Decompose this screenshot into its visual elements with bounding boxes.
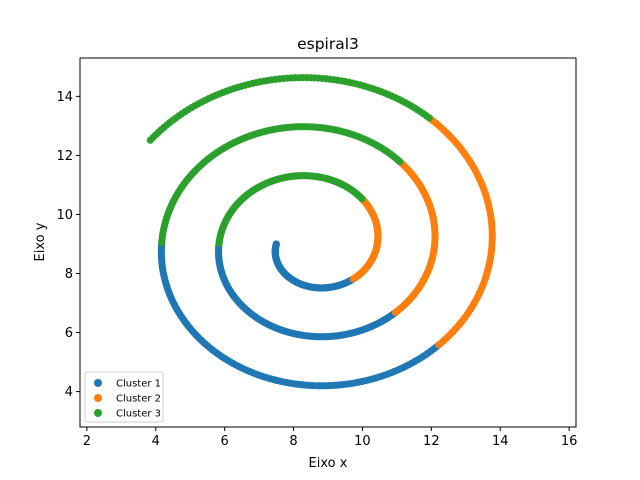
legend-label: Cluster 2 — [116, 394, 161, 405]
x-tick-label: 14 — [492, 434, 509, 449]
scatter-point — [158, 239, 166, 247]
series-2 — [349, 115, 496, 349]
legend-label: Cluster 3 — [116, 409, 161, 420]
y-axis-label: Eixo y — [33, 222, 48, 261]
scatter-points — [146, 74, 496, 390]
y-tick-label: 10 — [56, 208, 73, 223]
x-tick-label: 16 — [561, 434, 578, 449]
y-tick-label: 6 — [65, 326, 73, 341]
y-tick-label: 14 — [56, 90, 73, 105]
y-axis-ticks: 4 6 8 10 12 14 — [56, 90, 80, 400]
scatter-point — [215, 239, 223, 248]
series-1 — [157, 239, 443, 390]
x-tick-label: 2 — [83, 434, 91, 449]
x-tick-label: 6 — [221, 434, 229, 449]
x-tick-label: 12 — [423, 434, 440, 449]
legend-marker — [94, 379, 102, 387]
x-axis-ticks: 2 4 6 8 10 12 14 16 — [83, 427, 578, 449]
legend-marker — [94, 394, 102, 402]
x-tick-label: 8 — [289, 434, 297, 449]
y-tick-label: 4 — [65, 385, 73, 400]
legend: Cluster 1 Cluster 2 Cluster 3 — [84, 371, 164, 423]
scatter-point — [146, 136, 154, 144]
x-tick-label: 10 — [354, 434, 371, 449]
series-3 — [146, 74, 433, 248]
legend-marker — [94, 409, 102, 417]
y-tick-label: 8 — [65, 267, 73, 282]
legend-box — [84, 371, 164, 423]
x-tick-label: 4 — [152, 434, 160, 449]
chart-title: espiral3 — [297, 35, 359, 53]
plot-frame — [79, 57, 577, 428]
y-tick-label: 12 — [56, 149, 73, 164]
legend-label: Cluster 1 — [116, 379, 161, 390]
x-axis-label: Eixo x — [309, 456, 348, 471]
